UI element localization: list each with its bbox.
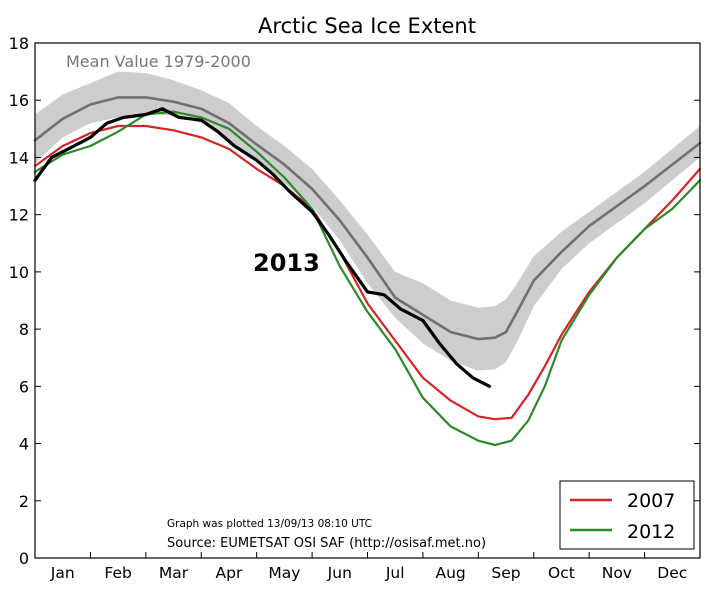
legend-box — [559, 480, 695, 550]
legend: 2007 2012 — [559, 480, 695, 550]
x-tick-label: Feb — [104, 564, 131, 582]
y-tick-label: 0 — [19, 549, 29, 568]
y-tick-label: 2 — [19, 492, 29, 511]
y-tick-label: 8 — [19, 320, 29, 339]
y-tick-label: 4 — [19, 435, 29, 454]
plot-area — [33, 71, 702, 447]
y-tick-label: 10 — [9, 263, 29, 282]
y-tick-label: 14 — [9, 148, 29, 167]
series-line-2013 — [33, 107, 491, 388]
x-tick-label: Dec — [657, 564, 687, 582]
x-tick-label: Apr — [216, 564, 243, 582]
y-tick-label: 18 — [9, 34, 29, 53]
y-axis: 0 2 4 6 8 10 12 14 16 18 — [9, 34, 700, 568]
source-note: Source: EUMETSAT OSI SAF (http://osisaf.… — [167, 536, 486, 551]
x-tick-label: Jan — [50, 564, 75, 582]
x-tick-label: Nov — [602, 564, 632, 582]
y-tick-label: 12 — [9, 206, 29, 225]
x-tick-label: Aug — [435, 564, 465, 582]
year-2013-label: 2013 — [253, 249, 320, 277]
x-tick-label: Jul — [385, 564, 405, 582]
y-tick-label: 6 — [19, 377, 29, 396]
chart-title: Arctic Sea Ice Extent — [258, 14, 476, 38]
x-tick-label: Mar — [159, 564, 189, 582]
x-tick-label: May — [268, 564, 300, 582]
mean-value-label: Mean Value 1979-2000 — [66, 52, 251, 71]
x-tick-label: Oct — [548, 564, 575, 582]
legend-label-2007: 2007 — [627, 490, 675, 512]
mean-variability-band — [35, 71, 700, 371]
legend-label-2012: 2012 — [627, 521, 675, 543]
y-tick-label: 16 — [9, 91, 29, 110]
x-tick-label: Sep — [491, 564, 520, 582]
x-tick-label: Jun — [327, 564, 352, 582]
x-axis: Jan Feb Mar Apr May Jun Jul Aug Sep Oct Nov Dec — [50, 552, 687, 582]
plotted-note: Graph was plotted 13/09/13 08:10 UTC — [167, 518, 372, 530]
